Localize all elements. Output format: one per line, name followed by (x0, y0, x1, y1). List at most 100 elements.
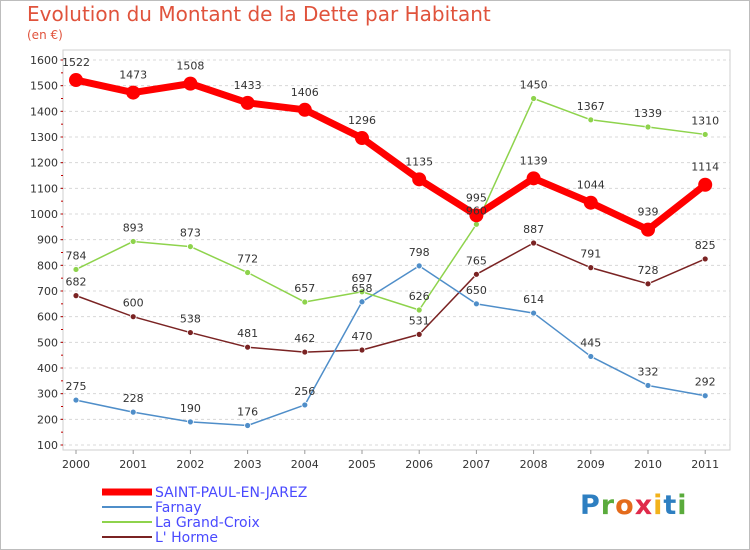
legend-label-la-grand-croix: La Grand-Croix (155, 515, 260, 531)
x-tick-label-2002: 2002 (176, 458, 204, 471)
y-tick-label-400: 400 (37, 362, 58, 375)
x-tick-label-2000: 2000 (62, 458, 90, 471)
data-label-la-grand-croix-2010: 1339 (634, 107, 662, 120)
y-tick-label-1100: 1100 (30, 182, 58, 195)
point-saint-paul-en-jarez-2009 (583, 195, 598, 210)
x-tick-label-2011: 2011 (691, 458, 719, 471)
data-label-l-horme-2011: 825 (695, 239, 716, 252)
data-label-farnay-2002: 190 (180, 402, 201, 415)
point-saint-paul-en-jarez-2004 (297, 102, 312, 117)
data-label-l-horme-2003: 481 (237, 327, 258, 340)
data-label-saint-paul-en-jarez-2001: 1473 (119, 69, 147, 82)
data-label-saint-paul-en-jarez-2002: 1508 (176, 60, 204, 73)
x-tick-label-2007: 2007 (462, 458, 490, 471)
point-farnay-2011 (701, 392, 709, 400)
data-label-saint-paul-en-jarez-2011: 1114 (691, 161, 719, 174)
x-tick-label-2006: 2006 (405, 458, 433, 471)
data-label-farnay-2005: 658 (352, 282, 373, 295)
x-tick-label-2008: 2008 (520, 458, 548, 471)
point-l-horme-2005 (358, 346, 366, 354)
point-farnay-2005 (358, 298, 366, 306)
logo-letter: x (634, 490, 654, 521)
point-la-grand-croix-2002 (186, 243, 194, 250)
point-la-grand-croix-2008 (530, 95, 537, 102)
series-line-la-grand-croix (75, 97, 706, 311)
data-label-saint-paul-en-jarez-2009: 1044 (577, 179, 605, 192)
data-label-farnay-2004: 256 (294, 385, 315, 398)
data-label-la-grand-croix-2007: 960 (466, 204, 487, 217)
data-label-farnay-2009: 445 (580, 336, 601, 349)
data-label-farnay-2001: 228 (123, 392, 144, 405)
data-label-l-horme-2006: 531 (409, 314, 430, 327)
point-saint-paul-en-jarez-2010 (641, 222, 655, 237)
y-tick-label-600: 600 (37, 311, 58, 324)
y-tick-label-900: 900 (37, 234, 58, 247)
y-tick-label-1300: 1300 (30, 131, 58, 144)
point-la-grand-croix-2004 (301, 298, 309, 306)
point-saint-paul-en-jarez-2003 (240, 95, 255, 110)
point-l-horme-2000 (72, 292, 80, 300)
data-label-saint-paul-en-jarez-2005: 1296 (348, 114, 376, 127)
y-tick-label-200: 200 (37, 413, 58, 426)
y-tick-label-100: 100 (37, 439, 58, 452)
point-saint-paul-en-jarez-2006 (412, 172, 427, 187)
point-l-horme-2007 (472, 270, 480, 278)
data-label-la-grand-croix-2005: 697 (352, 272, 373, 285)
data-label-saint-paul-en-jarez-2003: 1433 (234, 79, 262, 92)
data-label-la-grand-croix-2002: 873 (180, 227, 201, 240)
y-tick-label-1000: 1000 (30, 208, 58, 221)
data-label-la-grand-croix-2001: 893 (123, 221, 144, 234)
data-label-la-grand-croix-2006: 626 (409, 290, 430, 303)
point-farnay-2000 (72, 396, 80, 404)
logo-letter: r (600, 490, 616, 521)
point-farnay-2008 (530, 309, 537, 317)
legend-label-saint-paul-en-jarez: SAINT-PAUL-EN-JAREZ (155, 485, 307, 501)
x-tick-label-2001: 2001 (119, 458, 147, 471)
x-tick-label-2010: 2010 (634, 458, 662, 471)
plot-area (62, 49, 731, 451)
point-la-grand-croix-2011 (701, 131, 709, 138)
proxiti-logo: Proxiti (580, 490, 688, 521)
point-farnay-2002 (186, 418, 194, 426)
logo-letter: P (580, 490, 601, 521)
data-label-saint-paul-en-jarez-2010: 939 (638, 206, 659, 219)
point-l-horme-2002 (186, 329, 194, 336)
series-line-saint-paul-en-jarez (75, 76, 708, 234)
point-saint-paul-en-jarez-2011 (698, 177, 713, 192)
point-saint-paul-en-jarez-2005 (355, 131, 369, 146)
point-farnay-2009 (587, 353, 595, 360)
x-tick-label-2004: 2004 (291, 458, 319, 471)
data-label-farnay-2003: 176 (237, 405, 258, 418)
point-farnay-2001 (129, 408, 137, 416)
point-l-horme-2009 (587, 264, 595, 272)
data-label-farnay-2000: 275 (66, 380, 87, 393)
data-label-l-horme-2010: 728 (638, 264, 659, 277)
point-la-grand-croix-2006 (415, 306, 423, 314)
data-label-saint-paul-en-jarez-2000: 1522 (62, 56, 90, 69)
point-farnay-2004 (301, 401, 309, 409)
y-tick-label-500: 500 (37, 336, 58, 349)
point-l-horme-2008 (530, 239, 537, 247)
y-tick-label-700: 700 (37, 285, 58, 298)
data-label-l-horme-2009: 791 (580, 248, 601, 261)
data-label-saint-paul-en-jarez-2004: 1406 (291, 86, 319, 99)
point-farnay-2007 (472, 300, 480, 308)
point-la-grand-croix-2010 (644, 123, 652, 131)
data-label-l-horme-2008: 887 (523, 223, 544, 236)
point-saint-paul-en-jarez-2001 (126, 85, 141, 100)
point-la-grand-croix-2005 (358, 288, 366, 296)
data-label-saint-paul-en-jarez-2008: 1139 (520, 154, 548, 167)
point-l-horme-2011 (701, 255, 709, 263)
data-label-la-grand-croix-2004: 657 (294, 282, 315, 295)
logo-letter: i (653, 490, 664, 521)
data-label-farnay-2010: 332 (638, 365, 659, 378)
point-la-grand-croix-2003 (244, 269, 252, 276)
data-label-la-grand-croix-2009: 1367 (577, 100, 605, 113)
y-tick-label-1600: 1600 (30, 54, 58, 67)
point-l-horme-2004 (301, 348, 309, 356)
y-tick-label-1500: 1500 (30, 80, 58, 93)
x-tick-label-2003: 2003 (234, 458, 262, 471)
data-label-l-horme-2007: 765 (466, 254, 487, 267)
